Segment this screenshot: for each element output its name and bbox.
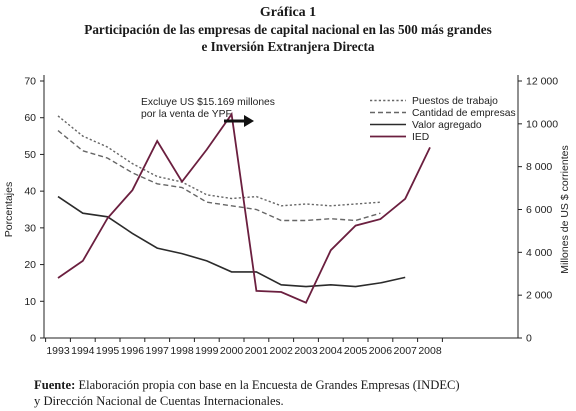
right-axis-tick-label: 4 000 <box>526 247 552 259</box>
right-axis-tick-label: 10 000 <box>526 118 558 130</box>
chart-title-line-1: Participación de las empresas de capital… <box>84 22 492 37</box>
source-text-line-2: y Dirección Nacional de Cuentas Internac… <box>34 394 284 408</box>
x-axis-tick-label: 2001 <box>245 345 269 356</box>
left-axis-tick-label: 40 <box>24 186 36 198</box>
source-label: Fuente: <box>34 378 76 392</box>
x-axis-tick-label: 1997 <box>146 345 170 356</box>
source-text-line-1: Elaboración propia con base en la Encues… <box>78 378 460 392</box>
x-axis-tick-label: 2008 <box>418 345 442 356</box>
right-axis-title: Millones de US $ corrientes <box>559 145 571 273</box>
x-axis-tick-label: 1994 <box>71 345 95 356</box>
series-line-ied <box>57 111 431 304</box>
series-line-valor-agregado <box>57 195 406 288</box>
x-axis-tick-label: 2005 <box>344 345 368 356</box>
x-axis-tick-label: 1998 <box>170 345 194 356</box>
left-axis-tick-label: 30 <box>24 222 36 234</box>
x-axis-tick-label: 2000 <box>220 345 244 356</box>
legend-label: Cantidad de empresas <box>412 108 516 119</box>
right-axis-tick-label: 12 000 <box>526 76 558 88</box>
left-axis-tick-label: 20 <box>24 259 36 271</box>
figure-header: Gráfica 1 Participación de las empresas … <box>0 4 576 55</box>
left-axis-tick-label: 10 <box>24 296 36 308</box>
x-axis-tick-label: 1995 <box>96 345 120 356</box>
x-axis-tick-label: 2002 <box>270 345 294 356</box>
x-axis-tick-label: 1999 <box>195 345 219 356</box>
legend-label: IED <box>412 132 429 143</box>
x-axis-tick-label: 2003 <box>294 345 318 356</box>
left-axis-tick-label: 60 <box>24 112 36 124</box>
annotation-line-1: Excluye US $15.169 millones <box>141 97 275 108</box>
chart-title-line-2: e Inversión Extranjera Directa <box>201 39 375 54</box>
series-line-puestos-de-trabajo <box>57 115 381 207</box>
right-axis-tick-label: 6 000 <box>526 204 552 216</box>
left-axis-tick-label: 50 <box>24 149 36 161</box>
right-axis-tick-label: 2 000 <box>526 290 552 302</box>
x-axis-tick-label: 2006 <box>369 345 393 356</box>
legend-label: Valor agregado <box>412 120 482 131</box>
left-axis-title: Porcentajes <box>3 182 15 237</box>
figure-number: Gráfica 1 <box>259 5 317 20</box>
x-axis-tick-label: 2004 <box>319 345 343 356</box>
legend-label: Puestos de trabajo <box>412 96 498 107</box>
annotation-line-2: por la venta de YPF <box>141 109 232 120</box>
annotation-arrow-head <box>244 115 254 127</box>
x-axis-tick-label: 2007 <box>394 345 418 356</box>
left-axis-tick-label: 70 <box>24 76 36 88</box>
line-chart: 0 10 20 30 40 50 60 70 0 2 000 4 000 6 000 8 000 10 0… <box>3 75 571 356</box>
x-axis-tick-label: 1996 <box>121 345 145 356</box>
right-axis-tick-label: 8 000 <box>526 161 552 173</box>
x-axis-tick-label: 1993 <box>46 345 70 356</box>
source-note: Fuente: Elaboración propia con base en l… <box>34 377 574 409</box>
right-axis-tick-label: 0 <box>526 333 532 345</box>
left-axis-tick-label: 0 <box>30 333 36 345</box>
series-line-cantidad-de-empresas <box>57 130 381 222</box>
